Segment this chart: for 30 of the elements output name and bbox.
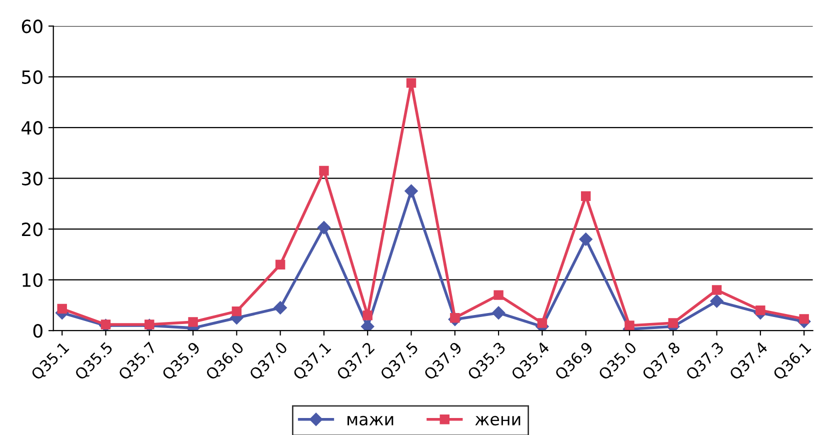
point [232, 306, 242, 316]
point [579, 232, 592, 246]
point [712, 285, 722, 295]
point [580, 191, 591, 201]
y-tick-label: 50 [22, 70, 42, 84]
point [404, 184, 418, 198]
point [362, 310, 372, 320]
point [668, 318, 678, 328]
point [274, 301, 287, 314]
point [361, 320, 374, 331]
point [188, 317, 198, 327]
point [494, 290, 504, 300]
y-tick-label: 0 [33, 324, 42, 338]
point [275, 260, 286, 270]
y-tick-label: 60 [22, 20, 42, 34]
point [799, 314, 809, 324]
point [756, 305, 766, 316]
point [57, 304, 67, 314]
point [537, 318, 548, 328]
legend-label: мажи [348, 416, 394, 426]
y-tick-label: 40 [22, 121, 42, 135]
point [317, 220, 331, 234]
y-tick-label: 10 [22, 273, 42, 287]
y-tick-label: 30 [22, 172, 42, 186]
point [319, 166, 329, 176]
legend-label: жени [475, 416, 520, 426]
y-tick-label: 20 [22, 222, 42, 236]
point [406, 78, 416, 88]
point [710, 294, 724, 308]
point [492, 306, 506, 320]
